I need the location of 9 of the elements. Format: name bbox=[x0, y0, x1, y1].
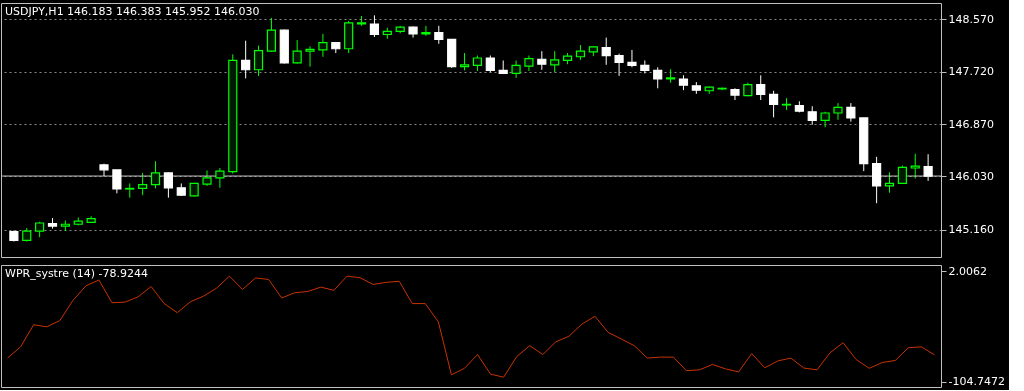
y-tick-label: 148.570 bbox=[948, 12, 994, 26]
y-tick-label: 145.160 bbox=[948, 223, 994, 237]
y-tick-label: -104.7472 bbox=[948, 375, 1005, 389]
y-tick-label: 146.030 bbox=[948, 169, 994, 183]
chart-title: USDJPY,H1 146.183 146.383 145.952 146.030 bbox=[5, 5, 260, 18]
y-tick-label: 146.870 bbox=[948, 117, 994, 131]
chart-title: WPR_systre (14) -78.9244 bbox=[5, 267, 149, 280]
y-tick-label: 147.720 bbox=[948, 65, 994, 79]
y-tick-label: 2.0062 bbox=[948, 264, 987, 278]
